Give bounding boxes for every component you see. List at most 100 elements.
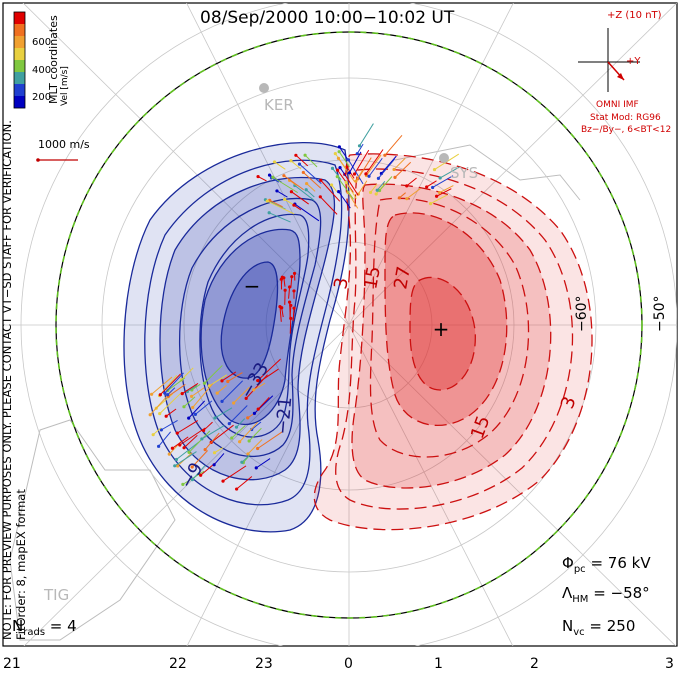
colorbar-segment bbox=[14, 96, 25, 109]
velocity-vector-origin bbox=[294, 153, 298, 157]
velocity-vector bbox=[338, 191, 351, 209]
velocity-vector bbox=[359, 123, 374, 147]
velocity-vector-origin bbox=[158, 411, 162, 416]
site-markers bbox=[259, 83, 449, 163]
velocity-vector-origin bbox=[272, 160, 277, 164]
imf-by-label: +Y bbox=[626, 56, 641, 67]
velocity-vector-origin bbox=[434, 194, 439, 198]
velocity-vector-origin bbox=[374, 192, 378, 196]
velocity-vector-origin bbox=[166, 393, 170, 397]
velocity-vector-origin bbox=[383, 153, 387, 157]
velocity-vector-origin bbox=[244, 396, 248, 400]
velocity-vector bbox=[253, 382, 266, 391]
velocity-vector bbox=[430, 194, 448, 205]
velocity-vector bbox=[180, 367, 194, 381]
velocity-vector bbox=[305, 189, 315, 198]
velocity-vector bbox=[269, 199, 283, 208]
mlt-hour-label: 2 bbox=[530, 656, 539, 672]
mlt-hour-label: 21 bbox=[3, 656, 21, 672]
velocity-vector-origin bbox=[438, 190, 442, 195]
velocity-vector bbox=[241, 454, 251, 463]
velocity-vector bbox=[289, 305, 292, 319]
velocity-vector bbox=[379, 176, 393, 191]
positive-contours bbox=[313, 153, 593, 531]
velocity-vector-origin bbox=[254, 466, 258, 470]
velocity-vector bbox=[213, 453, 225, 466]
mlt-hour-label: 1 bbox=[434, 656, 443, 672]
velocity-vector-origin bbox=[159, 428, 163, 432]
velocity-vector-origin bbox=[226, 379, 230, 384]
velocity-vector bbox=[192, 383, 214, 408]
velocity-vector-origin bbox=[187, 416, 191, 420]
velocity-vector bbox=[348, 159, 364, 185]
velocity-vector bbox=[345, 182, 357, 200]
velocity-vector bbox=[365, 149, 384, 175]
velocity-vector-origin bbox=[174, 457, 179, 462]
velocity-vector-origin bbox=[176, 464, 180, 468]
velocity-vector bbox=[165, 408, 177, 417]
velocity-vector bbox=[299, 163, 322, 185]
velocity-vector bbox=[381, 155, 397, 174]
velocity-vector-origin bbox=[357, 144, 362, 148]
velocity-vector-origin bbox=[247, 439, 251, 443]
velocity-vector bbox=[248, 427, 262, 442]
velocity-vector-origin bbox=[190, 478, 195, 482]
velocity-vector-origin bbox=[292, 306, 296, 310]
velocity-vector-origin bbox=[178, 443, 182, 447]
velocity-vector-origin bbox=[377, 188, 382, 193]
velocity-vector-origin bbox=[202, 381, 207, 385]
velocity-vector-origin bbox=[157, 444, 161, 448]
colorbar-segment bbox=[14, 24, 25, 37]
velocity-vector-origin bbox=[215, 391, 219, 395]
velocity-vector bbox=[168, 384, 186, 397]
velocity-vector bbox=[183, 396, 196, 408]
velocity-vector bbox=[357, 157, 372, 180]
velocity-vector-origin bbox=[163, 391, 167, 395]
velocity-vector-origin bbox=[256, 407, 260, 411]
velocity-vector-origin bbox=[292, 271, 297, 276]
velocity-vector-origin bbox=[345, 165, 349, 169]
velocity-vector-origin bbox=[364, 172, 368, 176]
contour-label: −21 bbox=[272, 396, 296, 436]
velocity-vector bbox=[195, 400, 213, 415]
velocity-vector-origin bbox=[246, 452, 250, 456]
velocity-vector bbox=[406, 188, 421, 200]
velocity-vector-origin bbox=[158, 393, 162, 397]
velocity-vector bbox=[222, 465, 247, 482]
velocity-vector-origin bbox=[290, 275, 294, 279]
velocity-vector-origin bbox=[346, 158, 351, 162]
contour-label: 3 bbox=[330, 276, 353, 291]
velocity-vector-origin bbox=[305, 181, 309, 186]
velocity-vector bbox=[233, 386, 250, 404]
velocity-vector bbox=[292, 308, 295, 322]
velocity-vector bbox=[221, 380, 244, 402]
velocity-colorbar bbox=[14, 12, 25, 109]
velocity-vector bbox=[228, 405, 248, 424]
velocity-vector bbox=[304, 154, 318, 168]
imf-bz-label: +Z (10 nT) bbox=[607, 10, 662, 21]
velocity-vector bbox=[272, 176, 299, 194]
site-label-sys: SYS bbox=[450, 164, 479, 182]
velocity-vector-origin bbox=[221, 479, 225, 483]
velocity-vector-origin bbox=[187, 450, 191, 454]
velocity-vector bbox=[255, 458, 271, 469]
velocity-vector-origin bbox=[193, 412, 197, 416]
velocity-vector-origin bbox=[279, 277, 283, 281]
velocity-vector-origin bbox=[246, 416, 250, 420]
stat-phi-pc: Φpc = 76 kV bbox=[562, 554, 651, 575]
velocity-vector bbox=[231, 425, 246, 439]
stat-n-rads: Nrads = 4 bbox=[12, 617, 77, 638]
landmass-outline bbox=[394, 144, 581, 201]
velocity-vector bbox=[259, 368, 279, 382]
velocity-vector bbox=[436, 188, 452, 197]
velocity-vector bbox=[370, 183, 378, 193]
velocity-vector bbox=[187, 384, 198, 392]
velocity-vector bbox=[201, 425, 225, 440]
velocity-vector bbox=[183, 434, 198, 449]
velocity-vector bbox=[172, 436, 189, 449]
velocity-vector bbox=[268, 212, 291, 223]
velocity-vector-origin bbox=[173, 464, 177, 468]
velocity-vector bbox=[191, 450, 208, 468]
velocity-vector-origin bbox=[393, 175, 397, 179]
velocity-vector-origin bbox=[167, 452, 171, 456]
